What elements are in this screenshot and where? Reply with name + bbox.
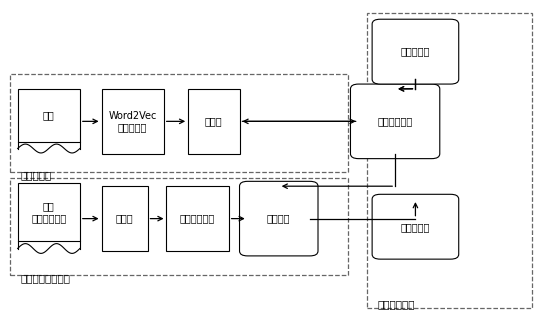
FancyBboxPatch shape bbox=[166, 186, 228, 251]
Text: 词向量: 词向量 bbox=[205, 116, 222, 126]
Text: Word2Vec
训练词向量: Word2Vec 训练词向量 bbox=[108, 111, 157, 132]
FancyBboxPatch shape bbox=[239, 181, 318, 256]
FancyBboxPatch shape bbox=[372, 194, 459, 259]
Text: 单元格内容: 单元格内容 bbox=[401, 47, 430, 57]
Text: 文本向量表示: 文本向量表示 bbox=[180, 214, 215, 224]
Text: 文本类别预测: 文本类别预测 bbox=[378, 300, 415, 310]
Text: 语料
（类别标签）: 语料 （类别标签） bbox=[31, 201, 66, 223]
Text: 词向量训练: 词向量训练 bbox=[20, 170, 52, 180]
FancyBboxPatch shape bbox=[17, 89, 80, 142]
Text: 文本分类模型训练: 文本分类模型训练 bbox=[20, 274, 70, 284]
FancyBboxPatch shape bbox=[350, 84, 440, 159]
Text: 文本向量表示: 文本向量表示 bbox=[378, 116, 413, 126]
Text: 单元格类别: 单元格类别 bbox=[401, 222, 430, 232]
FancyBboxPatch shape bbox=[102, 89, 164, 154]
FancyBboxPatch shape bbox=[17, 183, 80, 241]
Text: 词向量: 词向量 bbox=[116, 214, 133, 224]
FancyBboxPatch shape bbox=[102, 186, 147, 251]
Text: 语料: 语料 bbox=[43, 111, 54, 121]
FancyBboxPatch shape bbox=[188, 89, 239, 154]
Text: 分类模型: 分类模型 bbox=[267, 214, 290, 224]
FancyBboxPatch shape bbox=[372, 19, 459, 84]
